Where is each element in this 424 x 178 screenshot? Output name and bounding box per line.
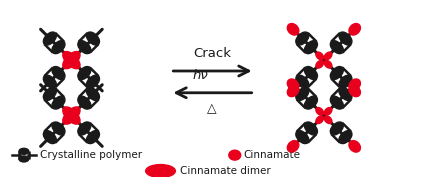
Ellipse shape — [43, 75, 56, 88]
Ellipse shape — [78, 41, 91, 54]
Ellipse shape — [316, 108, 324, 115]
Ellipse shape — [316, 61, 324, 68]
Ellipse shape — [330, 67, 343, 80]
Ellipse shape — [349, 23, 360, 35]
Text: Cinnamate: Cinnamate — [244, 150, 301, 160]
Ellipse shape — [324, 52, 332, 60]
Ellipse shape — [339, 87, 352, 100]
Ellipse shape — [324, 108, 332, 115]
Ellipse shape — [78, 67, 91, 80]
Ellipse shape — [86, 131, 100, 144]
Ellipse shape — [63, 107, 80, 124]
Ellipse shape — [296, 87, 309, 100]
Ellipse shape — [19, 156, 29, 162]
Ellipse shape — [324, 116, 332, 124]
Text: hν: hν — [192, 69, 208, 82]
Ellipse shape — [304, 41, 318, 54]
Ellipse shape — [43, 32, 56, 45]
Text: Crystalline polymer: Crystalline polymer — [40, 150, 142, 160]
Text: Cinnamate dimer: Cinnamate dimer — [180, 166, 271, 176]
Ellipse shape — [63, 51, 80, 69]
Ellipse shape — [324, 61, 332, 68]
Ellipse shape — [330, 41, 343, 54]
Text: △: △ — [207, 103, 217, 116]
Ellipse shape — [330, 122, 343, 135]
Ellipse shape — [349, 85, 360, 97]
Ellipse shape — [229, 150, 241, 160]
Ellipse shape — [86, 75, 100, 88]
Ellipse shape — [316, 116, 324, 124]
Ellipse shape — [63, 51, 80, 69]
Ellipse shape — [304, 122, 318, 135]
Ellipse shape — [304, 67, 318, 80]
Ellipse shape — [146, 164, 176, 177]
Ellipse shape — [349, 79, 360, 90]
Ellipse shape — [52, 41, 65, 54]
Ellipse shape — [86, 87, 100, 100]
Ellipse shape — [296, 32, 309, 45]
Ellipse shape — [52, 122, 65, 135]
Ellipse shape — [287, 79, 299, 90]
Ellipse shape — [43, 87, 56, 100]
Ellipse shape — [52, 67, 65, 80]
Ellipse shape — [330, 96, 343, 109]
Ellipse shape — [316, 52, 324, 60]
Ellipse shape — [304, 96, 318, 109]
Ellipse shape — [63, 107, 80, 124]
Ellipse shape — [287, 141, 299, 152]
Ellipse shape — [339, 131, 352, 144]
Ellipse shape — [86, 32, 100, 45]
Ellipse shape — [78, 122, 91, 135]
Text: Crack: Crack — [193, 47, 231, 60]
Ellipse shape — [52, 96, 65, 109]
Ellipse shape — [287, 85, 299, 97]
Ellipse shape — [296, 75, 309, 88]
Ellipse shape — [339, 75, 352, 88]
Ellipse shape — [296, 131, 309, 144]
Ellipse shape — [339, 32, 352, 45]
Ellipse shape — [19, 148, 29, 154]
Ellipse shape — [78, 96, 91, 109]
Ellipse shape — [349, 141, 360, 152]
Ellipse shape — [43, 131, 56, 144]
Ellipse shape — [287, 23, 299, 35]
